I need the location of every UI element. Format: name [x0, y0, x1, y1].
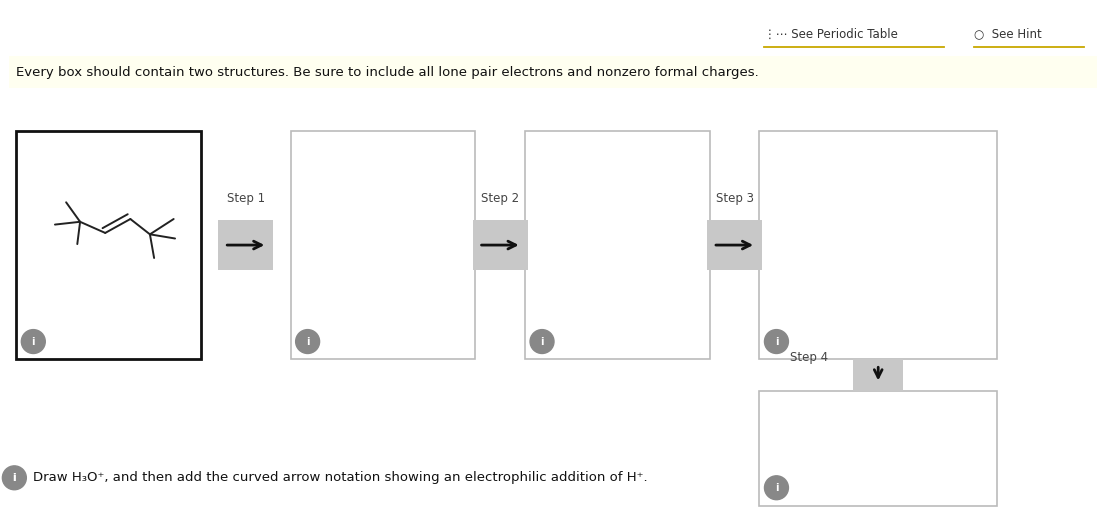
- Text: Step 2: Step 2: [481, 192, 519, 205]
- FancyBboxPatch shape: [17, 131, 200, 359]
- Text: Every box should contain two structures. Be sure to include all lone pair electr: Every box should contain two structures.…: [17, 65, 759, 78]
- Text: i: i: [775, 336, 778, 347]
- Text: i: i: [31, 336, 35, 347]
- Circle shape: [21, 330, 46, 353]
- FancyBboxPatch shape: [525, 131, 710, 359]
- Text: Step 3: Step 3: [716, 192, 754, 205]
- Text: i: i: [12, 473, 16, 483]
- Text: i: i: [775, 483, 778, 493]
- Text: Step 1: Step 1: [227, 192, 265, 205]
- Circle shape: [765, 476, 788, 500]
- Text: i: i: [306, 336, 309, 347]
- FancyBboxPatch shape: [707, 220, 762, 270]
- FancyBboxPatch shape: [290, 131, 475, 359]
- FancyBboxPatch shape: [759, 131, 997, 359]
- Text: ⋮⋯ See Periodic Table: ⋮⋯ See Periodic Table: [765, 28, 898, 41]
- FancyBboxPatch shape: [218, 220, 273, 270]
- Text: i: i: [12, 473, 16, 483]
- Circle shape: [296, 330, 319, 353]
- Text: ○  See Hint: ○ See Hint: [974, 28, 1042, 41]
- FancyBboxPatch shape: [9, 56, 1096, 88]
- FancyBboxPatch shape: [759, 391, 997, 506]
- Text: i: i: [540, 336, 544, 347]
- Circle shape: [765, 330, 788, 353]
- Text: Draw H₃O⁺, and then add the curved arrow notation showing an electrophilic addit: Draw H₃O⁺, and then add the curved arrow…: [33, 471, 648, 484]
- FancyBboxPatch shape: [473, 220, 528, 270]
- Text: Step 4: Step 4: [790, 351, 828, 364]
- Circle shape: [2, 466, 27, 490]
- Circle shape: [530, 330, 554, 353]
- FancyBboxPatch shape: [854, 359, 903, 391]
